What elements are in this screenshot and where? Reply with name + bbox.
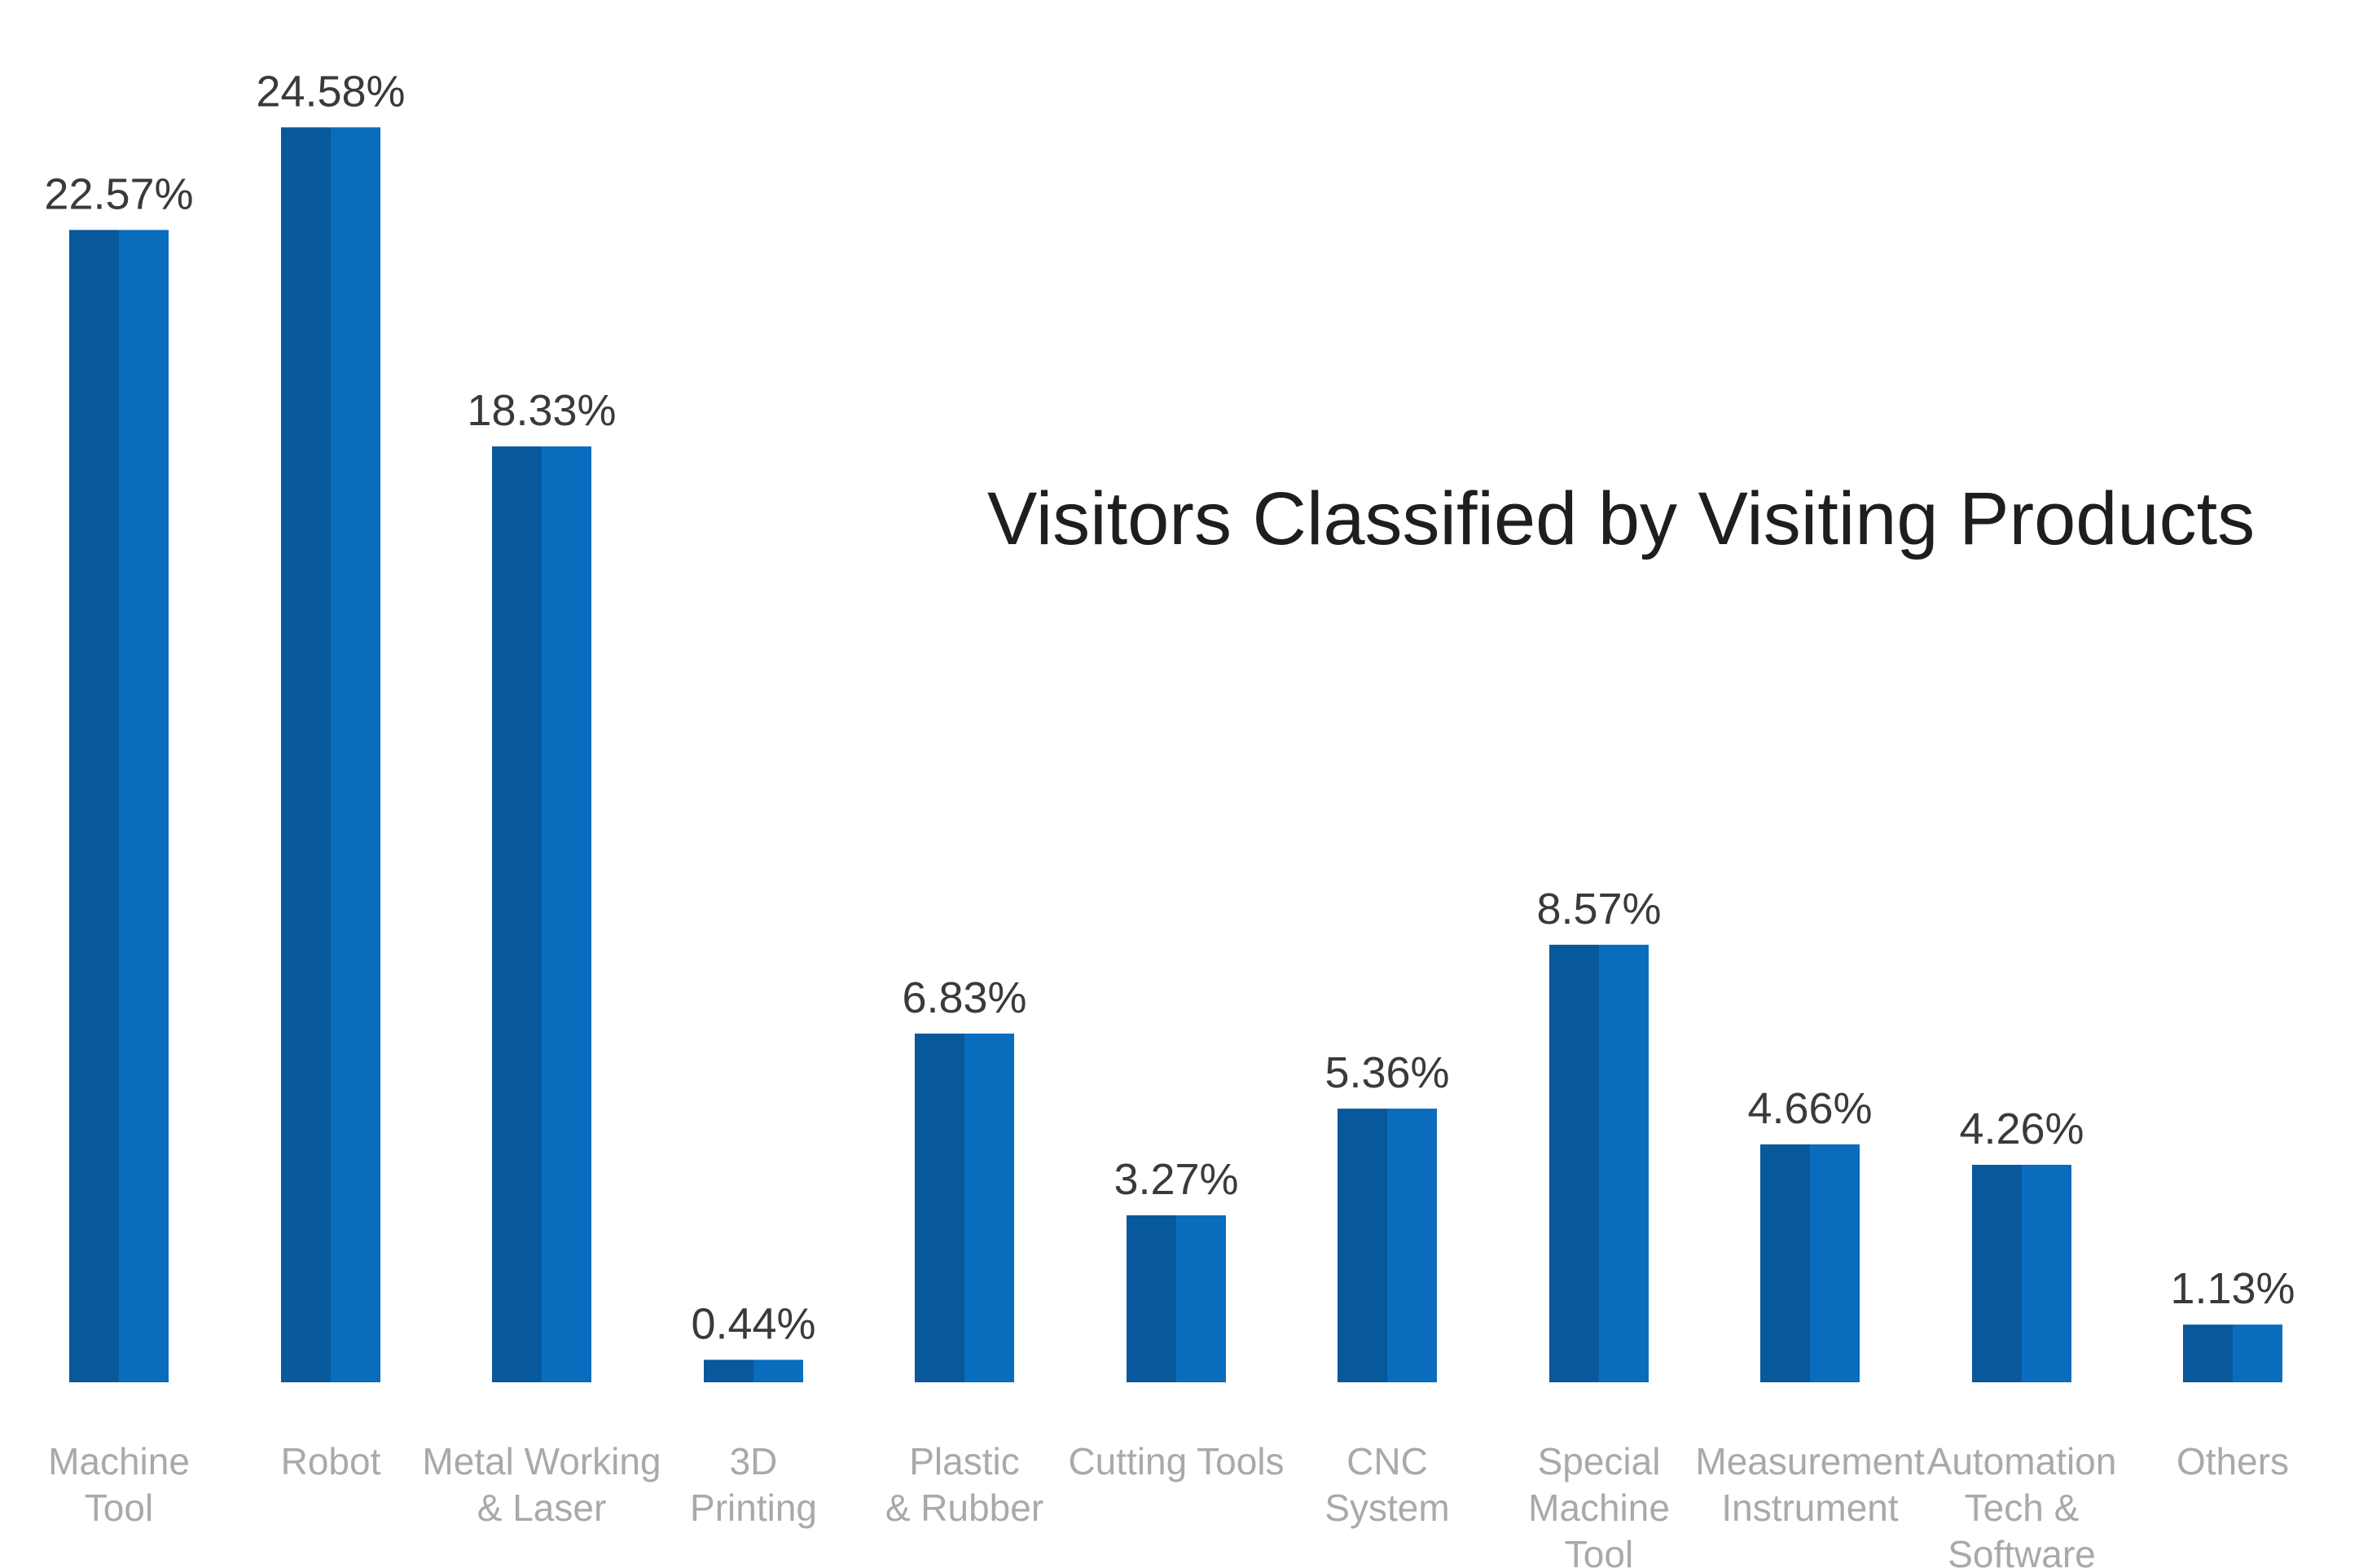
bar-9-shade [1972, 1164, 2022, 1382]
data-label-1: 24.58% [256, 67, 405, 116]
bar-7-shade [1549, 944, 1599, 1382]
bar-6 [1387, 1109, 1437, 1382]
bar-8 [1810, 1144, 1860, 1382]
data-label-9: 4.26% [1959, 1105, 2084, 1153]
data-label-5: 3.27% [1114, 1155, 1238, 1204]
category-label-5: Cutting Tools [1068, 1440, 1284, 1482]
bar-3-shade [704, 1359, 753, 1382]
bar-10-shade [2183, 1324, 2233, 1382]
chart-title: Visitors Classified by Visiting Products [987, 477, 2255, 560]
category-label-2: Metal Working & Laser [422, 1440, 661, 1529]
bar-6-shade [1338, 1109, 1387, 1382]
bar-3 [753, 1359, 803, 1382]
category-label-6: CNC System [1324, 1440, 1449, 1529]
category-label-9: Automation Tech & Software [1927, 1440, 2117, 1568]
bars-group: 22.57% Machine Tool 24.58% Robot 18.33% Metal … [44, 67, 2295, 1568]
bar-8-shade [1760, 1144, 1810, 1382]
data-label-3: 0.44% [691, 1299, 815, 1348]
data-label-2: 18.33% [467, 386, 616, 435]
category-label-8: Measurement Instrument [1695, 1440, 1924, 1529]
bar-4-shade [915, 1033, 964, 1382]
category-label-1: Robot [281, 1440, 381, 1482]
bar-0-shade [69, 230, 119, 1383]
bar-10 [2233, 1324, 2282, 1382]
category-label-10: Others [2177, 1440, 2289, 1482]
data-label-0: 22.57% [44, 169, 193, 218]
bar-4 [964, 1033, 1014, 1382]
data-label-8: 4.66% [1747, 1084, 1872, 1133]
bar-2-shade [492, 446, 542, 1382]
category-label-0: Machine Tool [48, 1440, 190, 1529]
bar-5-shade [1127, 1215, 1176, 1382]
bar-5 [1176, 1215, 1226, 1382]
bar-2 [542, 446, 591, 1382]
category-label-3: 3D Printing [690, 1440, 817, 1529]
bar-1-shade [281, 127, 331, 1383]
bar-0 [119, 230, 169, 1383]
data-label-10: 1.13% [2170, 1264, 2295, 1313]
bar-7 [1599, 944, 1649, 1382]
bar-1 [331, 127, 380, 1383]
bar-9 [2022, 1164, 2071, 1382]
category-label-4: Plastic & Rubber [885, 1440, 1043, 1529]
data-label-6: 5.36% [1324, 1048, 1449, 1097]
data-label-7: 8.57% [1536, 885, 1661, 933]
data-label-4: 6.83% [902, 973, 1026, 1022]
category-label-7: Special Machine Tool [1528, 1440, 1670, 1568]
